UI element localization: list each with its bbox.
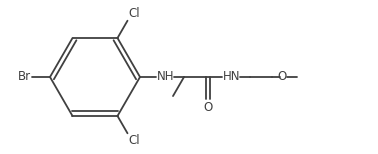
Text: HN: HN xyxy=(223,71,240,83)
Text: Cl: Cl xyxy=(129,7,140,20)
Text: NH: NH xyxy=(157,71,175,83)
Text: Br: Br xyxy=(18,71,31,83)
Text: O: O xyxy=(277,71,287,83)
Text: Cl: Cl xyxy=(129,134,140,147)
Text: O: O xyxy=(203,101,212,114)
